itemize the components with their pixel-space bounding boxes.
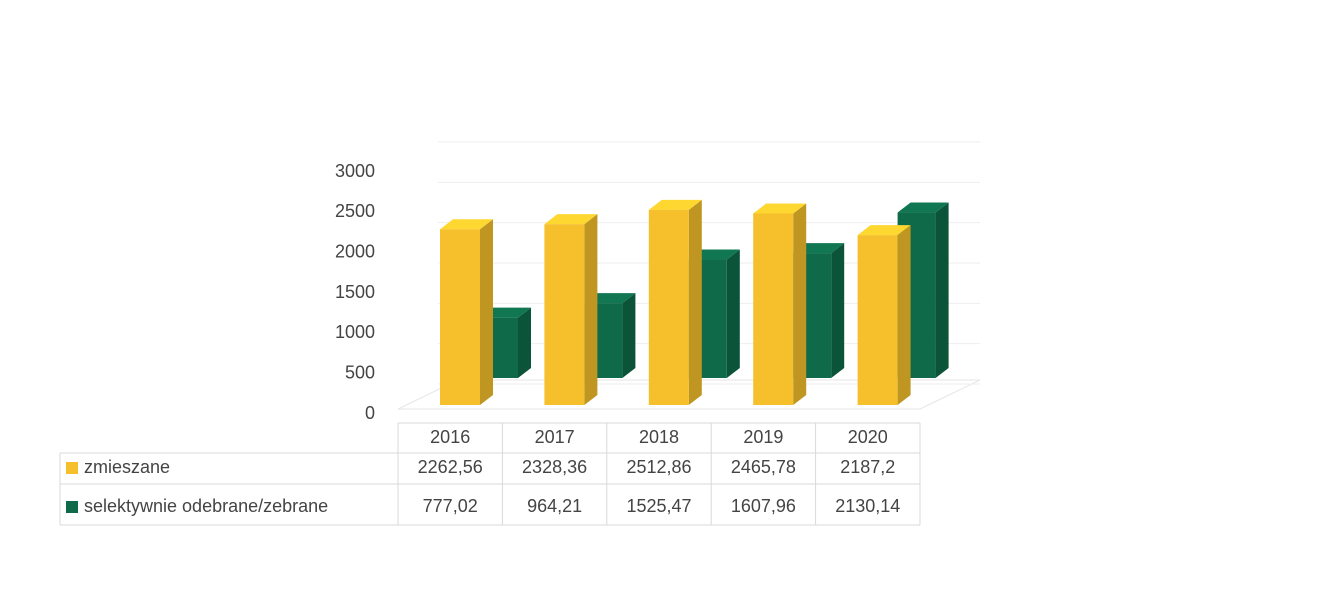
bar-side [622, 293, 636, 378]
x-tick-label: 2016 [430, 427, 470, 447]
y-tick-label: 2000 [335, 241, 375, 261]
table-value: 2328,36 [522, 457, 587, 477]
bar-top [857, 225, 911, 236]
bar-side [480, 219, 493, 405]
bar-side [688, 199, 702, 405]
bar [857, 225, 911, 405]
floor [397, 379, 981, 410]
table-value: 2187,2 [840, 457, 895, 477]
y-tick-label: 500 [345, 362, 375, 382]
x-tick-label: 2018 [639, 427, 679, 447]
bar-top [440, 219, 493, 230]
table-value: 1607,96 [731, 496, 796, 516]
y-tick-label: 2500 [335, 201, 375, 221]
x-tick-label: 2017 [535, 427, 575, 447]
legend-label: selektywnie odebrane/zebrane [84, 496, 328, 516]
bar [648, 199, 702, 405]
bar-front [857, 235, 898, 405]
y-tick-label: 1000 [335, 322, 375, 342]
bar-front [440, 229, 480, 405]
bar [440, 219, 493, 405]
legend-label: zmieszane [84, 457, 170, 477]
legend-key [66, 501, 78, 513]
table-value: 777,02 [423, 496, 478, 516]
table-value: 2130,14 [835, 496, 900, 516]
bar-top [648, 199, 702, 210]
bar [793, 243, 845, 378]
table-value: 1525,47 [626, 496, 691, 516]
bar-side [897, 225, 911, 405]
table-value: 2512,86 [626, 457, 691, 477]
x-tick-label: 2019 [743, 427, 783, 447]
bar-side [831, 243, 845, 378]
bar [544, 214, 598, 405]
table-value: 2465,78 [731, 457, 796, 477]
bar [753, 203, 807, 405]
bar-side [935, 202, 949, 378]
y-tick-label: 0 [365, 403, 375, 423]
bar-front [544, 224, 585, 405]
bar-side [726, 249, 740, 378]
y-tick-label: 3000 [335, 161, 375, 181]
bar-side [584, 214, 598, 405]
table-value: 2262,56 [418, 457, 483, 477]
bar-top [753, 203, 807, 214]
bar-top [897, 202, 949, 213]
x-tick-label: 2020 [848, 427, 888, 447]
y-tick-label: 1500 [335, 282, 375, 302]
table-value: 964,21 [527, 496, 582, 516]
bar-top [544, 214, 598, 225]
bar-side [793, 203, 807, 405]
bar-front [753, 213, 794, 405]
bar-side [518, 307, 531, 378]
legend-key [66, 462, 78, 474]
bar-front [648, 209, 689, 405]
